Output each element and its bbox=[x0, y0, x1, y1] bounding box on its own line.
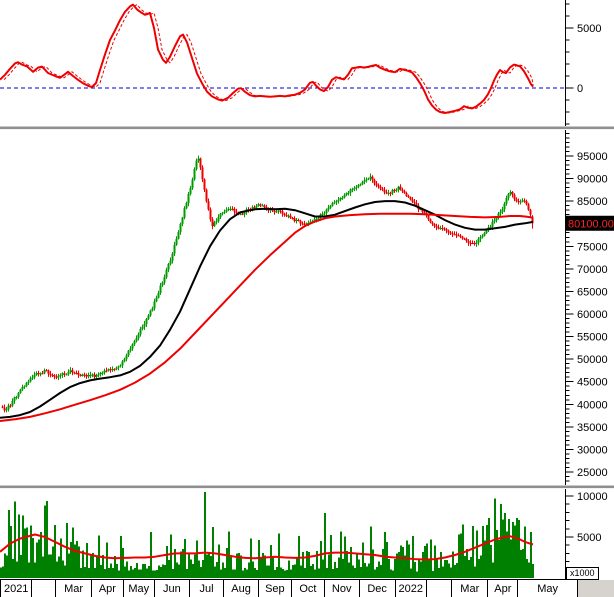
oscillator-signal-line bbox=[3, 4, 534, 114]
svg-text:65000: 65000 bbox=[577, 286, 608, 298]
price-panel: 9500090000850008000075000700006500060000… bbox=[0, 130, 614, 485]
x-axis-label-apr: Apr bbox=[487, 580, 517, 597]
x-axis-label-blank bbox=[426, 580, 451, 597]
svg-text:0: 0 bbox=[577, 83, 583, 95]
svg-text:50000: 50000 bbox=[577, 354, 608, 366]
last-price-label: 80100.00 bbox=[568, 218, 614, 230]
volume-bars bbox=[0, 491, 534, 578]
x-axis-label-aug: Aug bbox=[223, 580, 258, 597]
volume-panel: 10000 5000 bbox=[0, 489, 608, 579]
svg-text:10000: 10000 bbox=[577, 491, 608, 503]
x-axis-label-may: May bbox=[122, 580, 154, 597]
ma-fast-line bbox=[0, 200, 534, 419]
candlesticks bbox=[1, 155, 534, 413]
svg-text:5000: 5000 bbox=[577, 532, 601, 544]
ma-slow-line bbox=[0, 212, 534, 422]
corner-filler bbox=[578, 580, 614, 597]
x-axis-label-mar: Mar bbox=[451, 580, 487, 597]
x-axis-label-blank bbox=[31, 580, 55, 597]
x-axis-label-mar: Mar bbox=[55, 580, 91, 597]
svg-text:70000: 70000 bbox=[577, 264, 608, 276]
x-axis-label-nov: Nov bbox=[323, 580, 359, 597]
volume-ma-line bbox=[0, 533, 534, 561]
svg-text:55000: 55000 bbox=[577, 332, 608, 344]
oscillator-panel: 5000 0 bbox=[0, 0, 601, 126]
last-price-label-bg bbox=[566, 215, 614, 231]
x-axis-label-may: May bbox=[517, 580, 578, 597]
x-axis-label-jul: Jul bbox=[188, 580, 224, 597]
panel-splitter-top[interactable] bbox=[0, 126, 614, 130]
svg-text:95000: 95000 bbox=[577, 151, 608, 163]
x-axis-label-sep: Sep bbox=[257, 580, 291, 597]
x-axis-label-dec: Dec bbox=[358, 580, 395, 597]
x-axis-label-row: 2021 Mar Apr May Jun Jul Aug Sep Oct Nov Dec 2022 Ma… bbox=[0, 579, 578, 597]
svg-text:5000: 5000 bbox=[577, 23, 601, 35]
x-axis-label-2021: 2021 bbox=[0, 580, 31, 597]
x-axis-label-jun: Jun bbox=[154, 580, 189, 597]
x-axis-label-apr: Apr bbox=[91, 580, 122, 597]
volume-unit-label: x1000 bbox=[566, 567, 599, 580]
x-axis-label-2022: 2022 bbox=[394, 580, 426, 597]
svg-text:60000: 60000 bbox=[577, 309, 608, 321]
x-axis-label-oct: Oct bbox=[290, 580, 324, 597]
svg-text:75000: 75000 bbox=[577, 241, 608, 253]
svg-text:25000: 25000 bbox=[577, 467, 608, 479]
oscillator-main-line bbox=[0, 3, 534, 114]
svg-text:90000: 90000 bbox=[577, 174, 608, 186]
svg-text:35000: 35000 bbox=[577, 422, 608, 434]
panel-splitter-bottom[interactable] bbox=[0, 485, 614, 489]
svg-text:40000: 40000 bbox=[577, 399, 608, 411]
svg-text:45000: 45000 bbox=[577, 377, 608, 389]
svg-text:30000: 30000 bbox=[577, 444, 608, 456]
svg-text:85000: 85000 bbox=[577, 196, 608, 208]
